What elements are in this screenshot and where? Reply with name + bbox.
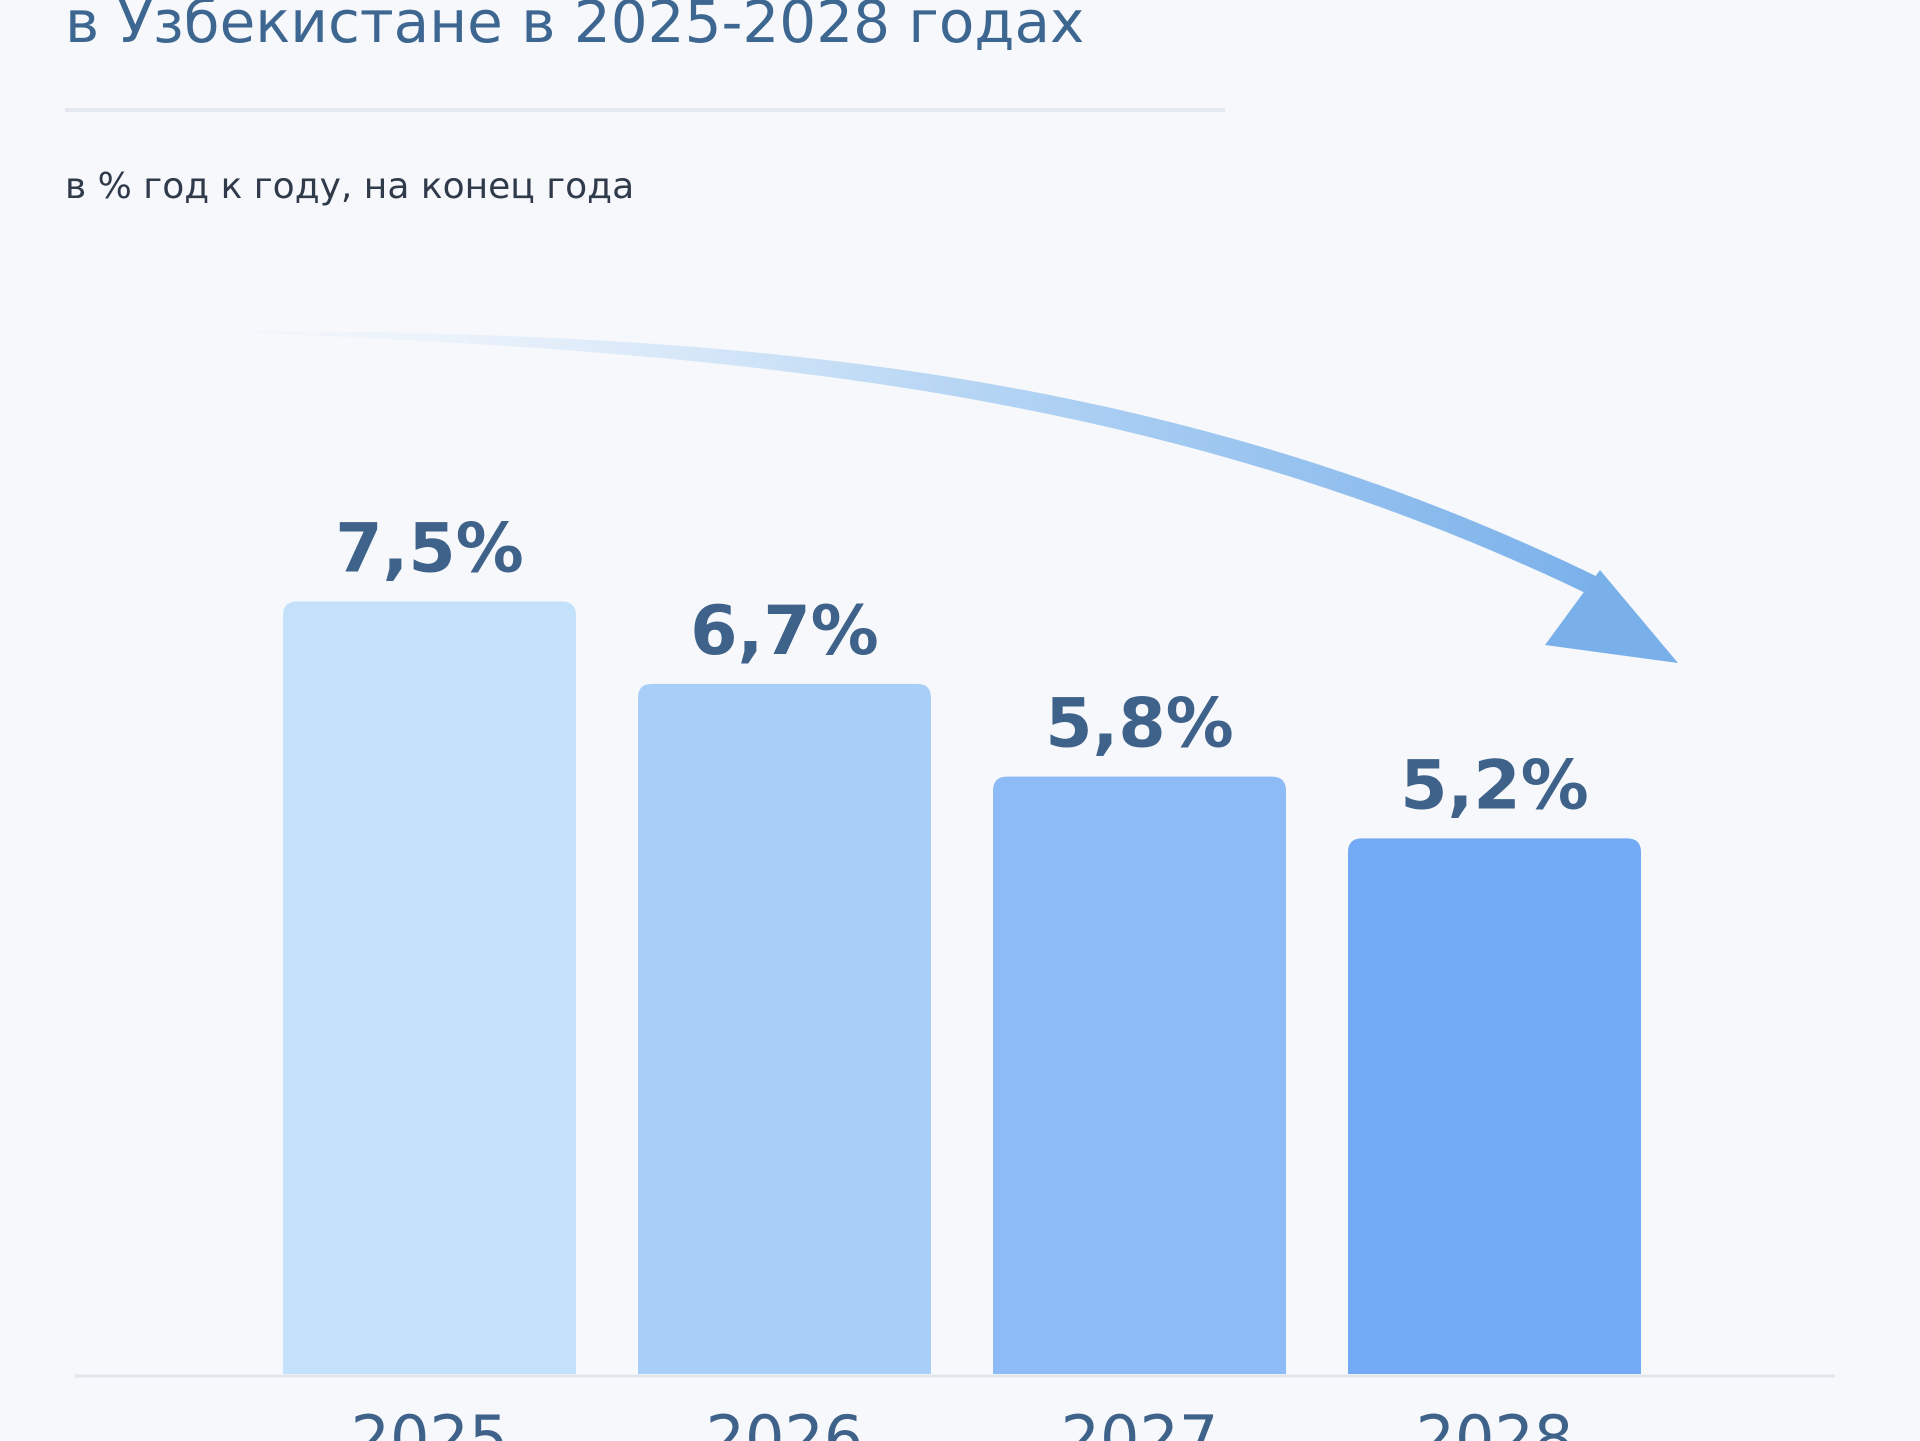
- bar: [1348, 838, 1641, 1374]
- bar: [283, 601, 576, 1374]
- x-tick-label: 2025: [351, 1402, 509, 1441]
- bar: [993, 776, 1286, 1374]
- chart-subtitle: в % год к году, на конец года: [65, 166, 634, 207]
- x-tick-label: 2027: [1061, 1402, 1219, 1441]
- x-tick-label: 2028: [1416, 1402, 1574, 1441]
- value-label: 7,5%: [335, 510, 524, 589]
- value-label: 5,8%: [1045, 685, 1234, 764]
- trend-arrow-head: [1545, 570, 1678, 663]
- value-label: 6,7%: [690, 592, 879, 671]
- bar: [638, 683, 931, 1374]
- bars: 7,5% 2025 6,7% 2026 5,8% 2027 5,2% 2028: [283, 510, 1641, 1441]
- x-tick-label: 2026: [706, 1402, 864, 1441]
- trend-arrow-body: [196, 330, 1610, 600]
- value-label: 5,2%: [1400, 746, 1589, 825]
- chart-title: в Узбекистане в 2025-2028 годах: [65, 0, 1084, 56]
